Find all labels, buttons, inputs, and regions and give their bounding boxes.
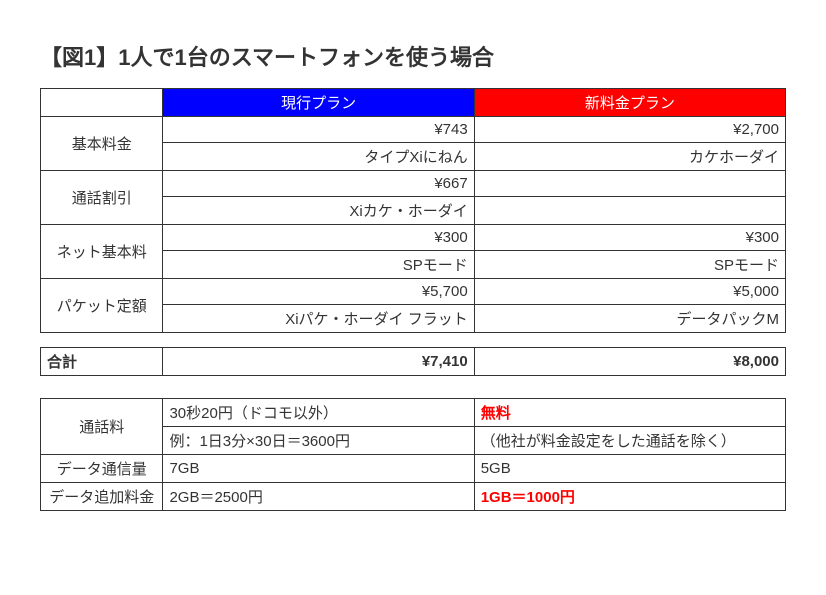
table-row: ネット基本料 ¥300 ¥300 <box>41 225 786 251</box>
table-row: 通話料 30秒20円（ドコモ以外） 無料 <box>41 399 786 427</box>
net-current-value: ¥300 <box>163 225 474 251</box>
table-row: 通話割引 ¥667 <box>41 171 786 197</box>
detail-data-new: 5GB <box>474 455 785 483</box>
total-new: ¥8,000 <box>474 348 785 376</box>
packet-current-desc: Xiパケ・ホーダイ フラット <box>163 305 474 333</box>
call-new-value <box>474 171 785 197</box>
detail-call-current-1: 30秒20円（ドコモ以外） <box>163 399 474 427</box>
page-title: 【図1】1人で1台のスマートフォンを使う場合 <box>40 40 786 72</box>
call-current-value: ¥667 <box>163 171 474 197</box>
header-new-plan: 新料金プラン <box>474 89 785 117</box>
detail-call-new-2: （他社が料金設定をした通話を除く） <box>474 427 785 455</box>
packet-new-value: ¥5,000 <box>474 279 785 305</box>
table-header-row: 現行プラン 新料金プラン <box>41 89 786 117</box>
table-row: データ通信量 7GB 5GB <box>41 455 786 483</box>
call-new-desc <box>474 197 785 225</box>
detail-add-label: データ追加料金 <box>41 483 163 511</box>
net-current-desc: SPモード <box>163 251 474 279</box>
base-current-desc: タイプXiにねん <box>163 143 474 171</box>
header-blank <box>41 89 163 117</box>
detail-call-current-2: 例：1日3分×30日＝3600円 <box>163 427 474 455</box>
packet-new-desc: データパックM <box>474 305 785 333</box>
base-current-value: ¥743 <box>163 117 474 143</box>
detail-data-label: データ通信量 <box>41 455 163 483</box>
total-row: 合計 ¥7,410 ¥8,000 <box>41 348 786 376</box>
plan-comparison-table: 現行プラン 新料金プラン 基本料金 ¥743 ¥2,700 タイプXiにねん カ… <box>40 88 786 333</box>
call-current-desc: Xiカケ・ホーダイ <box>163 197 474 225</box>
table-row: データ追加料金 2GB＝2500円 1GB＝1000円 <box>41 483 786 511</box>
total-table: 合計 ¥7,410 ¥8,000 <box>40 347 786 376</box>
base-new-desc: カケホーダイ <box>474 143 785 171</box>
row-label-base: 基本料金 <box>41 117 163 171</box>
detail-data-current: 7GB <box>163 455 474 483</box>
detail-call-new-1: 無料 <box>474 399 785 427</box>
detail-add-new: 1GB＝1000円 <box>474 483 785 511</box>
net-new-value: ¥300 <box>474 225 785 251</box>
packet-current-value: ¥5,700 <box>163 279 474 305</box>
row-label-call: 通話割引 <box>41 171 163 225</box>
base-new-value: ¥2,700 <box>474 117 785 143</box>
table-row: 基本料金 ¥743 ¥2,700 <box>41 117 786 143</box>
total-label: 合計 <box>41 348 163 376</box>
total-current: ¥7,410 <box>163 348 474 376</box>
detail-call-label: 通話料 <box>41 399 163 455</box>
row-label-packet: パケット定額 <box>41 279 163 333</box>
row-label-net: ネット基本料 <box>41 225 163 279</box>
detail-table: 通話料 30秒20円（ドコモ以外） 無料 例：1日3分×30日＝3600円 （他… <box>40 398 786 511</box>
table-row: パケット定額 ¥5,700 ¥5,000 <box>41 279 786 305</box>
net-new-desc: SPモード <box>474 251 785 279</box>
detail-add-current: 2GB＝2500円 <box>163 483 474 511</box>
header-current-plan: 現行プラン <box>163 89 474 117</box>
